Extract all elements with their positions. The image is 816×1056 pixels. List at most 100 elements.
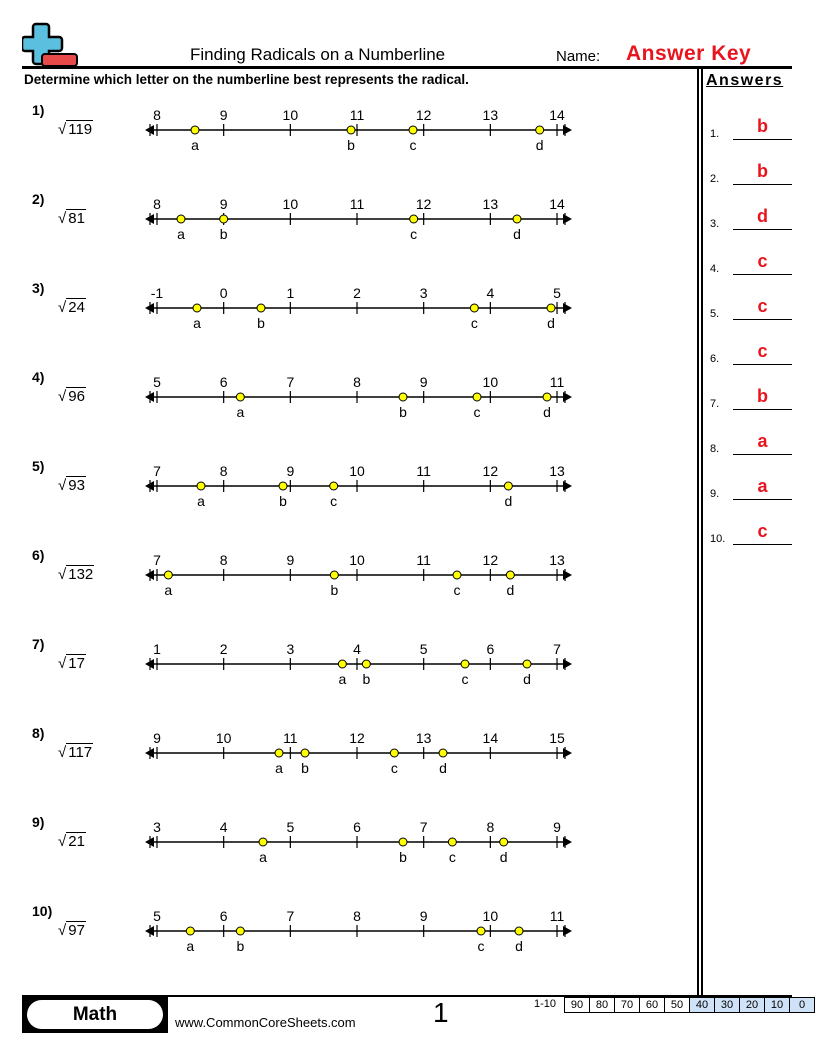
answer-field[interactable]: c — [733, 297, 792, 320]
radical-expression: √ 97 — [58, 921, 86, 939]
website-link[interactable]: www.CommonCoreSheets.com — [175, 1015, 356, 1030]
tick-label: 5 — [286, 819, 294, 835]
answer-field[interactable]: c — [733, 522, 792, 545]
answer-field[interactable]: b — [733, 387, 792, 410]
answer-row: 8. a — [710, 431, 794, 455]
point-marker — [235, 392, 245, 402]
answer-value: c — [757, 521, 768, 541]
worksheet-title: Finding Radicals on a Numberline — [190, 45, 446, 64]
tick-label: 11 — [283, 730, 298, 746]
point-marker — [361, 659, 371, 669]
tick-label: 13 — [483, 196, 499, 212]
tick-label: -1 — [151, 285, 164, 301]
tick-label: 5 — [153, 374, 161, 390]
point-label: d — [543, 404, 551, 420]
tick-label: 5 — [553, 285, 561, 301]
point-label: c — [410, 226, 417, 242]
problem-number: 5) — [32, 458, 45, 474]
tick-label: 8 — [153, 107, 161, 123]
tick-label: 9 — [286, 463, 294, 479]
arrow-right-icon — [563, 837, 572, 847]
problem-number: 4) — [32, 369, 45, 385]
point-marker — [438, 748, 448, 758]
answer-field[interactable]: a — [733, 432, 792, 455]
numberline: 8 9 10 11 12 13 14 a b c d — [145, 196, 572, 242]
tick-label: 5 — [153, 908, 161, 924]
tick-label: 12 — [416, 196, 432, 212]
radical-expression: √ 96 — [58, 387, 86, 405]
tick-label: 11 — [550, 374, 565, 390]
name-value: Answer Key — [626, 42, 752, 65]
radicand: 24 — [66, 298, 86, 316]
sqrt-icon: √ — [58, 833, 67, 850]
point-marker — [512, 214, 522, 224]
answer-row: 2. b — [710, 161, 794, 185]
tick-label: 10 — [349, 552, 365, 568]
point-label: b — [236, 938, 244, 954]
score-table: 90 80 70 60 50 40 30 20 10 0 — [564, 997, 815, 1013]
point-marker — [514, 926, 524, 936]
tick-label: 9 — [153, 730, 161, 746]
answer-field[interactable]: c — [733, 252, 792, 275]
arrow-right-icon — [563, 926, 572, 936]
point-marker — [278, 481, 288, 491]
radical-expression: √ 21 — [58, 832, 86, 850]
numberline: 5 6 7 8 9 10 11 a b c d — [145, 908, 572, 954]
radicand: 97 — [66, 921, 86, 939]
point-label: a — [197, 493, 205, 509]
numberline: 9 10 11 12 13 14 15 a b c d — [145, 730, 572, 776]
point-label: d — [500, 849, 508, 865]
header-divider — [22, 66, 792, 69]
answer-number: 2. — [710, 173, 720, 185]
point-marker — [535, 125, 545, 135]
answer-field[interactable]: d — [733, 207, 792, 230]
tick-label: 7 — [153, 463, 161, 479]
tick-label: 7 — [286, 908, 294, 924]
score-range-label: 1-10 — [534, 998, 557, 1010]
score-cell: 30 — [714, 997, 740, 1013]
tick-label: 6 — [486, 641, 494, 657]
point-label: a — [193, 315, 201, 331]
tick-label: 10 — [483, 908, 499, 924]
answers-divider — [701, 68, 703, 996]
answer-field[interactable]: b — [733, 117, 792, 140]
numberline: 5 6 7 8 9 10 11 a b c d — [145, 374, 572, 420]
sqrt-icon: √ — [58, 210, 67, 227]
point-marker — [258, 837, 268, 847]
tick-label: 13 — [416, 730, 432, 746]
radicand: 132 — [66, 565, 95, 583]
point-marker — [256, 303, 266, 313]
point-marker — [452, 570, 462, 580]
problem-number: 7) — [32, 636, 45, 652]
answer-field[interactable]: b — [733, 162, 792, 185]
point-label: c — [478, 938, 485, 954]
arrow-right-icon — [563, 214, 572, 224]
tick-label: 10 — [216, 730, 232, 746]
point-label: c — [474, 404, 481, 420]
answer-value: c — [757, 296, 768, 316]
point-label: d — [504, 493, 512, 509]
tick-label: 6 — [353, 819, 361, 835]
tick-label: 12 — [416, 107, 432, 123]
score-cell: 40 — [689, 997, 715, 1013]
point-label: a — [186, 938, 194, 954]
instructions: Determine which letter on the numberline… — [24, 72, 469, 87]
footer-divider — [22, 995, 792, 997]
point-label: c — [454, 582, 461, 598]
sqrt-icon: √ — [58, 655, 67, 672]
answer-number: 9. — [710, 488, 720, 500]
tick-label: 11 — [350, 107, 365, 123]
answer-field[interactable]: c — [733, 342, 792, 365]
point-marker — [192, 303, 202, 313]
radicand: 17 — [66, 654, 86, 672]
tick-label: 2 — [353, 285, 361, 301]
point-marker — [469, 303, 479, 313]
point-marker — [398, 392, 408, 402]
arrow-right-icon — [563, 659, 572, 669]
answer-field[interactable]: a — [733, 477, 792, 500]
tick-label: 4 — [486, 285, 494, 301]
point-marker — [503, 481, 513, 491]
answer-row: 10. c — [710, 521, 794, 545]
point-marker — [300, 748, 310, 758]
tick-label: 6 — [220, 908, 228, 924]
